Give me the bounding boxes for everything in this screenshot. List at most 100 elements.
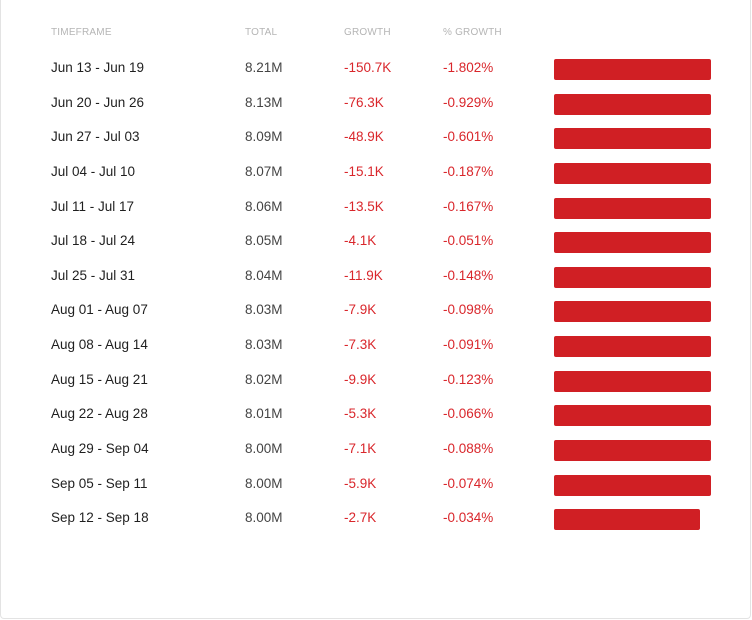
growth-cell: -76.3K <box>344 94 384 110</box>
table-row[interactable]: Jun 20 - Jun 26 8.13M -76.3K -0.929% <box>1 86 750 121</box>
pct-growth-cell: -0.148% <box>443 267 494 283</box>
growth-cell: -7.1K <box>344 441 377 457</box>
table-row[interactable]: Jun 27 - Jul 03 8.09M -48.9K -0.601% <box>1 120 750 155</box>
table-row[interactable]: Aug 22 - Aug 28 8.01M -5.3K -0.066% <box>1 397 750 432</box>
growth-cell: -2.7K <box>344 510 377 526</box>
growth-bar <box>554 336 711 358</box>
growth-bar-track <box>554 59 711 80</box>
growth-cell: -11.9K <box>344 267 383 283</box>
total-cell: 8.00M <box>245 475 283 491</box>
growth-bar <box>554 509 700 531</box>
growth-cell: -150.7K <box>344 60 392 75</box>
growth-cell: -5.9K <box>344 475 377 491</box>
total-cell: 8.06M <box>245 198 283 214</box>
total-cell: 8.03M <box>245 302 283 318</box>
pct-growth-cell: -0.601% <box>443 129 494 145</box>
pct-growth-cell: -0.088% <box>443 441 494 457</box>
table-row[interactable]: Aug 08 - Aug 14 8.03M -7.3K -0.091% <box>1 328 750 363</box>
growth-bar-track <box>554 197 711 219</box>
timeframe-cell: Sep 05 - Sep 11 <box>51 475 148 491</box>
table-row[interactable]: Jul 25 - Jul 31 8.04M -11.9K -0.148% <box>1 259 750 294</box>
timeframe-cell: Jul 25 - Jul 31 <box>51 267 136 283</box>
growth-bar-track <box>554 509 711 531</box>
pct-growth-cell: -0.929% <box>443 94 494 110</box>
growth-cell: -5.3K <box>344 406 377 422</box>
growth-bar <box>554 128 711 150</box>
growth-cell: -4.1K <box>344 233 377 249</box>
pct-growth-cell: -0.034% <box>443 510 494 526</box>
growth-bar-track <box>554 128 711 150</box>
growth-cell: -13.5K <box>344 198 384 214</box>
table-row[interactable]: Aug 29 - Sep 04 8.00M -7.1K -0.088% <box>1 432 750 467</box>
growth-bar-track <box>554 405 711 427</box>
growth-bar <box>554 162 711 184</box>
pct-growth-cell: -0.187% <box>443 163 494 179</box>
growth-bar <box>554 301 711 323</box>
total-cell: 8.09M <box>245 129 283 145</box>
growth-cell: -7.9K <box>344 302 377 318</box>
growth-bar-track <box>554 266 711 288</box>
growth-bar <box>554 266 711 288</box>
pct-growth-cell: -0.074% <box>443 475 494 491</box>
growth-bar-track <box>554 93 711 115</box>
table-row[interactable]: Aug 15 - Aug 21 8.02M -9.9K -0.123% <box>1 363 750 398</box>
growth-bar-track <box>554 336 711 358</box>
table-row[interactable]: Jul 18 - Jul 24 8.05M -4.1K -0.051% <box>1 224 750 259</box>
total-cell: 8.00M <box>245 441 283 457</box>
growth-cell: -15.1K <box>344 163 384 179</box>
growth-bar-track <box>554 162 711 184</box>
total-cell: 8.21M <box>245 60 283 75</box>
growth-bar-track <box>554 440 711 462</box>
header-total[interactable]: TOTAL <box>245 27 278 38</box>
growth-cell: -7.3K <box>344 337 377 353</box>
total-cell: 8.07M <box>245 163 283 179</box>
timeframe-cell: Aug 22 - Aug 28 <box>51 406 148 422</box>
table-row[interactable]: Aug 01 - Aug 07 8.03M -7.9K -0.098% <box>1 293 750 328</box>
pct-growth-cell: -0.091% <box>443 337 494 353</box>
timeframe-cell: Jun 20 - Jun 26 <box>51 94 145 110</box>
header-timeframe[interactable]: TIMEFRAME <box>51 27 112 38</box>
pct-growth-cell: -0.098% <box>443 302 494 318</box>
pct-growth-cell: -0.123% <box>443 371 494 387</box>
pct-growth-cell: -0.066% <box>443 406 494 422</box>
timeframe-cell: Aug 08 - Aug 14 <box>51 337 148 353</box>
growth-bar <box>554 232 711 254</box>
timeframe-cell: Jun 13 - Jun 19 <box>51 60 145 75</box>
total-cell: 8.04M <box>245 267 283 283</box>
total-cell: 8.03M <box>245 337 283 353</box>
growth-bar-track <box>554 301 711 323</box>
total-cell: 8.05M <box>245 233 283 249</box>
growth-bar <box>554 370 711 392</box>
timeframe-cell: Jul 18 - Jul 24 <box>51 233 136 249</box>
timeframe-cell: Sep 12 - Sep 18 <box>51 510 149 526</box>
table-row[interactable]: Sep 05 - Sep 11 8.00M -5.9K -0.074% <box>1 467 750 502</box>
total-cell: 8.13M <box>245 94 283 110</box>
table-row[interactable]: Jun 13 - Jun 19 8.21M -150.7K -1.802% <box>1 51 750 86</box>
header-pct-growth[interactable]: % GROWTH <box>443 27 502 38</box>
growth-bar <box>554 59 711 80</box>
pct-growth-cell: -0.167% <box>443 198 494 214</box>
table-row[interactable]: Sep 12 - Sep 18 8.00M -2.7K -0.034% <box>1 501 750 536</box>
timeframe-cell: Aug 01 - Aug 07 <box>51 302 148 318</box>
growth-bar <box>554 93 711 115</box>
growth-bar-track <box>554 232 711 254</box>
growth-bar <box>554 440 711 462</box>
growth-cell: -48.9K <box>344 129 384 145</box>
table-row[interactable]: Jul 11 - Jul 17 8.06M -13.5K -0.167% <box>1 190 750 225</box>
header-growth[interactable]: GROWTH <box>344 27 391 38</box>
growth-cell: -9.9K <box>344 371 377 387</box>
table-header: TIMEFRAME TOTAL GROWTH % GROWTH <box>1 27 750 43</box>
timeframe-cell: Jul 11 - Jul 17 <box>51 198 135 214</box>
timeframe-cell: Jul 04 - Jul 10 <box>51 163 136 179</box>
growth-bar-track <box>554 370 711 392</box>
total-cell: 8.01M <box>245 406 283 422</box>
pct-growth-cell: -0.051% <box>443 233 494 249</box>
table-row[interactable]: Jul 04 - Jul 10 8.07M -15.1K -0.187% <box>1 155 750 190</box>
growth-bar <box>554 474 711 496</box>
growth-bar <box>554 197 711 219</box>
pct-growth-cell: -1.802% <box>443 60 494 75</box>
total-cell: 8.02M <box>245 371 283 387</box>
timeframe-cell: Aug 29 - Sep 04 <box>51 441 149 457</box>
growth-bar <box>554 405 711 427</box>
timeframe-cell: Aug 15 - Aug 21 <box>51 371 148 387</box>
